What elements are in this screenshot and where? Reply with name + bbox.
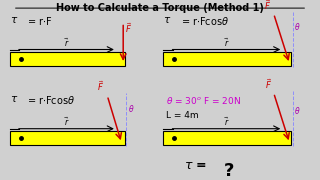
Bar [163,52,291,66]
Text: $\tau$: $\tau$ [10,15,18,25]
Text: $\vec{r}$: $\vec{r}$ [64,115,70,128]
Text: = r$\cdot$F: = r$\cdot$F [27,15,52,27]
Bar [10,52,125,66]
Text: $\vec{F}$: $\vec{F}$ [264,0,271,12]
Text: $\vec{F}$: $\vec{F}$ [265,77,272,91]
Text: $\tau$: $\tau$ [10,94,18,105]
Bar [10,131,125,145]
Text: $\theta$: $\theta$ [294,105,301,116]
Text: How to Calculate a Torque (Method 1): How to Calculate a Torque (Method 1) [56,3,264,13]
Text: ?: ? [224,162,234,180]
Text: $\theta$: $\theta$ [294,21,301,32]
Text: $\vec{r}$: $\vec{r}$ [64,36,70,49]
Bar [163,131,291,145]
Text: = r$\cdot$Fcos$\theta$: = r$\cdot$Fcos$\theta$ [181,15,229,27]
Text: $\theta$ = 30$^o$ F = 20N: $\theta$ = 30$^o$ F = 20N [166,94,241,105]
Text: $\vec{r}$: $\vec{r}$ [224,36,230,49]
Text: $\tau$ =: $\tau$ = [184,159,208,172]
Text: = r$\cdot$Fcos$\theta$: = r$\cdot$Fcos$\theta$ [27,94,76,107]
Text: $\vec{r}$: $\vec{r}$ [224,115,230,128]
Text: $\tau$: $\tau$ [163,15,172,25]
Text: $\vec{F}$: $\vec{F}$ [97,79,104,93]
Text: $\vec{F}$: $\vec{F}$ [125,21,132,35]
Text: L = 4m: L = 4m [166,111,199,120]
Text: $\theta$: $\theta$ [128,103,134,114]
